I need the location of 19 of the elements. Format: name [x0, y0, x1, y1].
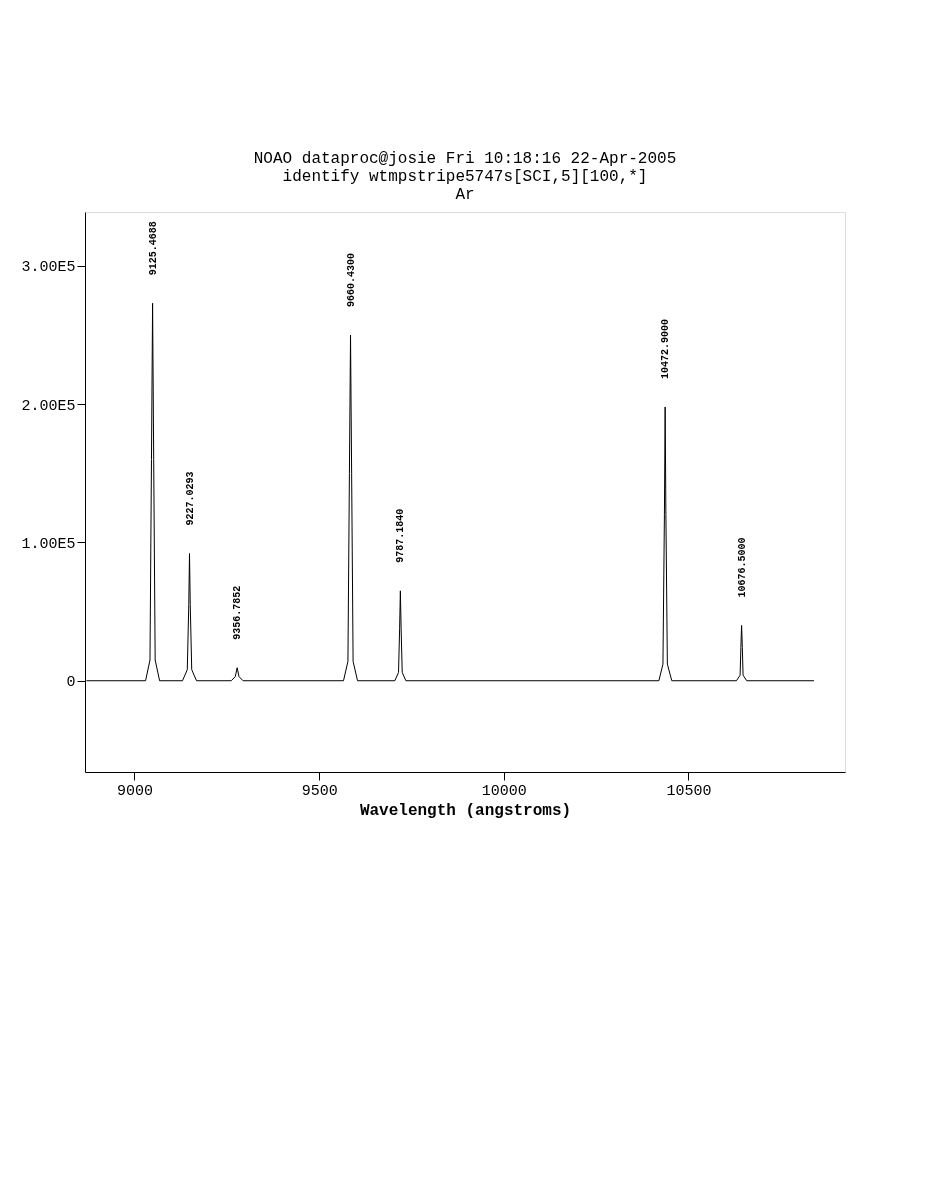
- annotation: 9125.4688: [147, 221, 159, 276]
- y-tick-label: 0: [66, 674, 76, 692]
- chart-title: NOAO dataproc@josie Fri 10:18:16 22-Apr-2005: [253, 150, 677, 168]
- x-tick-label: 9000: [116, 782, 153, 800]
- x-tick-label: 9500: [301, 782, 338, 800]
- annotation: 9787.1840: [395, 508, 407, 563]
- annotation: 10472.9000: [660, 318, 672, 379]
- text: Ar: [455, 186, 475, 204]
- annotation: 9356.7852: [232, 585, 244, 640]
- annotation: 10676.5000: [736, 537, 748, 598]
- x-tick-label: 10500: [666, 782, 712, 800]
- y-tick-label: 2.00E5: [21, 397, 76, 415]
- y-tick-label: 3.00E5: [21, 259, 76, 277]
- x-axis-title: Wavelength (angstroms): [359, 801, 572, 820]
- chart-subtitle: identify wtmpstripe5747s[SCI,5][100,*]: [282, 168, 648, 186]
- x-tick-label: 10000: [481, 782, 527, 800]
- annotation: 9227.0293: [184, 471, 196, 526]
- annotation: 9660.4300: [345, 253, 357, 308]
- y-tick-label: 1.00E5: [21, 535, 76, 553]
